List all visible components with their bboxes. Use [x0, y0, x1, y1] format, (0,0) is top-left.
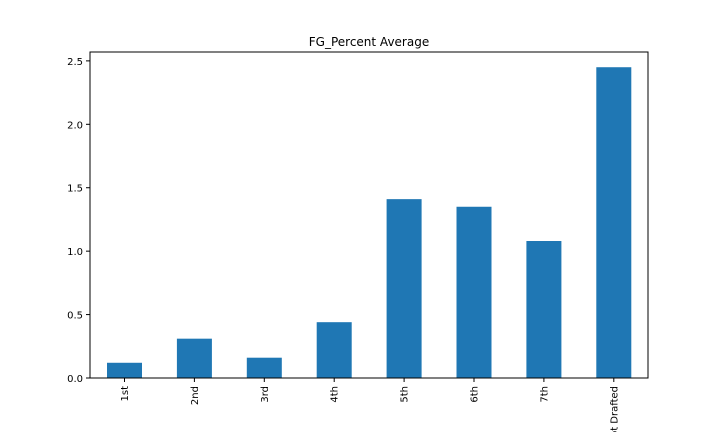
x-tick-label: 5th: [400, 386, 411, 403]
bar: [386, 199, 422, 378]
bar: [526, 241, 562, 378]
bar: [246, 357, 282, 378]
x-tick-label: 2nd: [190, 386, 201, 405]
plot-frame: [89, 51, 649, 379]
x-tick-label: Not Drafted: [609, 386, 620, 432]
chart-title: FG_Percent Average: [309, 35, 429, 49]
bar: [176, 338, 212, 378]
bar: [107, 362, 142, 378]
bar: [456, 206, 492, 378]
bar: [596, 67, 632, 378]
y-tick-label: 1.0: [67, 247, 83, 258]
x-tick-label: 1st: [120, 386, 131, 402]
y-tick-label: 0.5: [67, 311, 83, 322]
y-tick-label: 2.0: [67, 120, 83, 131]
y-tick-label: 2.5: [67, 57, 83, 68]
x-tick-label: 6th: [470, 386, 481, 403]
y-tick-label: 0.0: [67, 374, 83, 385]
x-tick-label: 4th: [330, 386, 341, 403]
bar: [316, 322, 352, 378]
x-tick-label: 7th: [539, 386, 550, 403]
y-tick-label: 1.5: [67, 184, 83, 195]
x-tick-label: 3rd: [260, 386, 271, 403]
